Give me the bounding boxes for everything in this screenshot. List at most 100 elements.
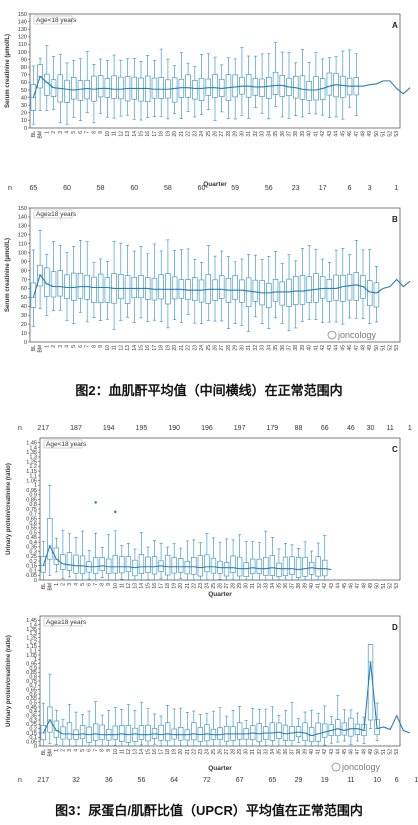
x-tick-label: 7 [93,749,99,752]
box [198,77,205,101]
x-tick-label: 35 [273,131,279,137]
box [60,554,66,570]
y-tick-label: 0.4 [29,709,37,715]
x-tick-label: 18 [165,583,171,589]
y-tick-label: 90 [21,57,27,63]
x-tick-label: 52 [388,749,394,755]
n-count-label: 10 [373,777,381,784]
x-tick-label: 19 [165,131,171,137]
y-tick-label: 0.15 [26,731,37,737]
x-tick-label: 30 [239,345,245,351]
outlier-point [94,501,97,504]
n-count-label: 190 [168,425,180,432]
chart-a-svg: 0102030405060708090100110120130140150Ser… [5,12,411,192]
y-tick-label: 0 [24,340,27,346]
y-tick-label: 90 [21,259,27,265]
n-count-label: 194 [103,425,115,432]
n-count-label: 6 [348,185,352,192]
box [125,556,132,573]
x-tick-label: 31 [246,345,252,351]
x-tick-label: 11 [119,749,125,754]
box [164,722,171,742]
box [313,76,319,101]
box [306,81,312,101]
x-tick-label: 11 [112,345,118,350]
y-tick-label: 80 [21,268,27,274]
mean-line [42,544,332,571]
box [266,282,272,308]
x-tick-label: 51 [381,345,387,351]
x-tick-label: 15 [139,345,145,351]
x-tick-label: 23 [192,345,198,351]
x-tick-label: 15 [146,583,152,589]
x-tick-label: 15 [146,749,152,755]
box [112,555,118,574]
x-tick-label: 31 [250,583,256,589]
box [256,723,262,742]
y-tick-label: 0.55 [26,696,37,702]
x-tick-label: 46 [347,131,353,137]
y-tick-label: 40 [21,95,27,101]
box [256,558,262,574]
n-count-label: 66 [321,425,329,432]
y-tick-label: 70 [21,73,27,79]
x-tick-label: 49 [368,749,374,755]
x-tick-label: BL [31,131,37,137]
y-tick-label: 120 [18,233,27,239]
x-tick-label: 21 [185,749,191,755]
x-tick-label: 31 [250,749,256,755]
y-tick-label: 0 [24,126,27,132]
box [131,276,137,299]
watermark-text: joncology [337,330,377,340]
box [299,275,306,305]
y-tick-label: 0.95 [26,488,37,494]
box [373,282,380,308]
box [171,557,177,574]
y-tick-label: 0.75 [26,507,37,513]
age-label-box [43,617,83,627]
x-tick-label: 1 [54,749,60,752]
box [77,273,84,299]
x-tick-label: 12 [118,345,124,351]
y-tick-label: 60 [21,80,27,86]
x-tick-label: 9 [106,583,112,586]
age-label: Age<18 years [46,441,87,448]
box [239,279,245,303]
y-tick-label: 100 [18,250,27,256]
box [79,555,86,575]
x-tick-label: 47 [355,749,361,755]
box [185,74,191,98]
x-tick-label: 27 [219,345,225,351]
x-tick-label: 40 [309,749,315,755]
x-tick-label: 38 [293,131,299,137]
box [219,275,225,299]
y-tick-label: 0.95 [26,661,37,667]
y-tick-label: 70 [21,277,27,283]
x-tick-label: 13 [132,583,138,589]
x-tick-label: 38 [293,345,299,351]
age-label: Age<18 years [36,17,77,24]
x-tick-label: 5 [71,131,77,134]
y-tick-label: 0.1 [29,735,37,741]
x-tick-label: 3 [58,345,64,348]
x-tick-label: BM [38,131,44,139]
box [138,77,144,102]
x-tick-label: 13 [125,131,131,137]
n-count-label: 196 [201,425,213,432]
x-axis-label: Quarter [208,765,232,772]
x-tick-label: 37 [287,131,293,137]
box [348,717,354,737]
box [178,727,184,741]
box [269,722,276,741]
box [353,272,359,301]
y-tick-label: 0.4 [29,540,37,546]
x-tick-label: 2 [51,345,57,348]
box [289,556,295,576]
y-tick-label: 0.5 [29,700,37,706]
x-tick-label: 20 [172,131,178,137]
y-tick-label: 1.05 [26,478,37,484]
x-tick-label: 38 [296,749,302,755]
x-tick-label: 4 [74,749,80,752]
mean-line [42,661,411,737]
box [326,279,333,302]
